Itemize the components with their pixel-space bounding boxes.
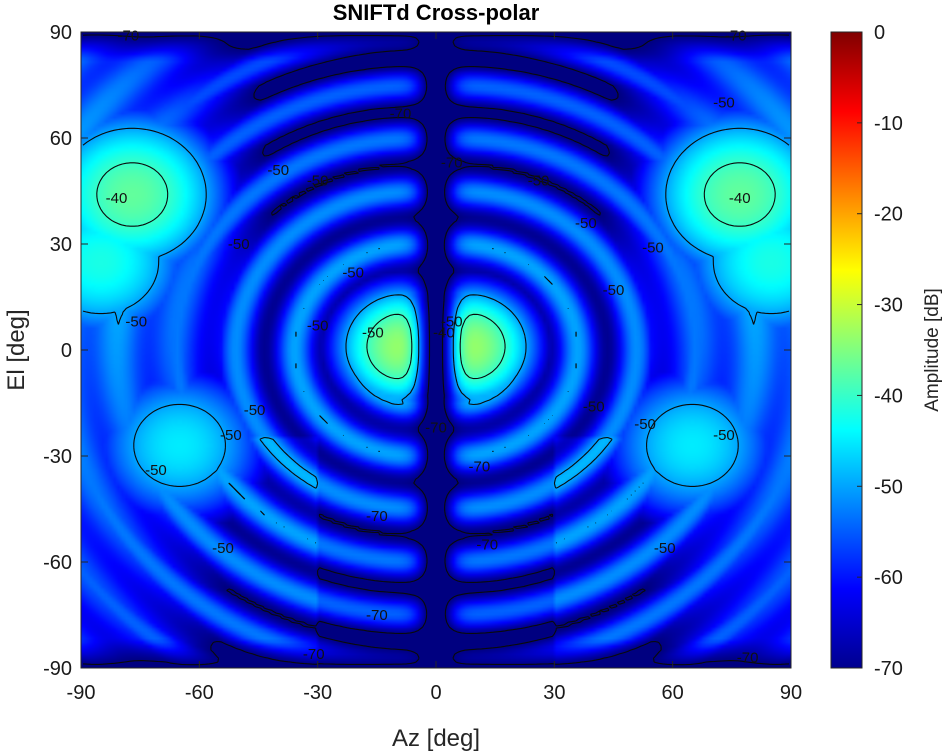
contour-label: -50 <box>362 324 384 341</box>
contour-label: -50 <box>654 540 676 557</box>
contour-line-70 <box>82 34 790 666</box>
colorbar-tick-label: -30 <box>874 295 903 317</box>
y-tick-label: 90 <box>50 22 72 44</box>
colorbar-tick-label: -50 <box>874 476 903 498</box>
colorbar-ticks: 0 -10 -20 -30 -40 -50 -60 -70 <box>857 22 903 680</box>
contour-label: -70 <box>725 28 747 45</box>
x-tick-label: -30 <box>303 682 332 704</box>
contour-label: -50 <box>244 402 266 419</box>
x-axis-ticks: -90 -60 -30 0 30 60 90 <box>67 32 802 704</box>
contour-label: -50 <box>307 172 329 189</box>
contour-label: -70 <box>737 649 759 666</box>
plot-area: -70 -70-70-70-50-50-50 -50-40 -40-50-50-50-… <box>43 22 802 704</box>
contour-label: -50 <box>603 282 625 299</box>
y-tick-label: -30 <box>43 446 72 468</box>
contour-label: -50 <box>583 399 605 416</box>
y-tick-label: 0 <box>61 340 72 362</box>
y-tick-label: 30 <box>50 234 72 256</box>
contour-label: -50 <box>145 462 167 479</box>
colorbar-tick-label: -60 <box>874 567 903 589</box>
contour-label: -50 <box>212 540 234 557</box>
contour-label: -50 <box>634 416 656 433</box>
contour-label: -50 <box>441 314 463 331</box>
y-axis-label: El [deg] <box>3 309 30 390</box>
contour-label: -50 <box>220 427 242 444</box>
contour-label: -70 <box>366 508 388 525</box>
x-tick-label: 90 <box>780 682 802 704</box>
colorbar-tick-label: -10 <box>874 113 903 135</box>
contour-label: -70 <box>303 646 325 663</box>
x-tick-label: 30 <box>543 682 565 704</box>
contour-label: -40 <box>729 190 751 207</box>
contour-label: -50 <box>713 95 735 112</box>
colorbar-label: Amplitude [dB] <box>922 288 943 412</box>
contour-label: -40 <box>433 324 455 341</box>
contour-label: -70 <box>476 536 498 553</box>
contour-label: -50 <box>575 215 597 232</box>
contour-line-50 <box>82 127 790 544</box>
contour-label: -50 <box>713 427 735 444</box>
colorbar-gradient <box>830 31 863 669</box>
contour-label: -70 <box>117 28 139 45</box>
x-axis-label: Az [deg] <box>392 725 480 752</box>
heatmap-image <box>81 32 791 668</box>
contour-label: -50 <box>528 172 550 189</box>
contour-label: -40 <box>106 190 128 207</box>
x-tick-label: 60 <box>662 682 684 704</box>
contour-label: -50 <box>228 236 250 253</box>
contour-label: -70 <box>390 105 412 122</box>
contour-label: -70 <box>441 155 463 172</box>
contour-label: -70 <box>469 459 491 476</box>
colorbar: 0 -10 -20 -30 -40 -50 -60 -70 Amplitude [dB] <box>830 22 943 680</box>
colorbar-tick-label: -40 <box>874 385 903 407</box>
x-tick-label: -60 <box>185 682 214 704</box>
contour-label: -70 <box>366 607 388 624</box>
colorbar-tick-label: -20 <box>874 204 903 226</box>
contour-label: -70 <box>425 420 447 437</box>
contour-label: -50 <box>267 162 289 179</box>
contour-label: -50 <box>307 317 329 334</box>
y-tick-label: 60 <box>50 128 72 150</box>
y-axis-ticks: -90 -60 -30 0 30 60 90 <box>43 22 791 680</box>
contour-lines <box>82 34 790 666</box>
colorbar-tick-label: -70 <box>874 658 903 680</box>
chart-title: SNIFTd Cross-polar <box>333 0 540 25</box>
y-tick-label: -60 <box>43 552 72 574</box>
contour-label: -50 <box>642 240 664 257</box>
contour-line-40 <box>96 162 776 380</box>
contour-label: -50 <box>342 264 364 281</box>
colorbar-tick-label: 0 <box>874 22 885 44</box>
x-tick-label: 0 <box>430 682 441 704</box>
y-tick-label: -90 <box>43 658 72 680</box>
x-tick-label: -90 <box>67 682 96 704</box>
contour-label: -50 <box>125 314 147 331</box>
